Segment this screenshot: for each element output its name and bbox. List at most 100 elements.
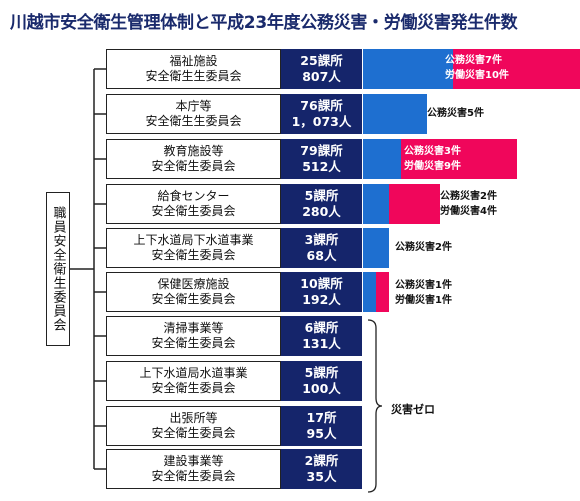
public-accident-bar xyxy=(363,184,389,224)
public-accident-label: 公務災害2件 xyxy=(440,191,497,202)
labor-accident-bar xyxy=(375,272,389,312)
incident-label: 公務災害2件 xyxy=(395,240,452,255)
public-accident-label: 公務災害5件 xyxy=(427,108,484,119)
committee-name: 保健医療施設 xyxy=(157,277,230,291)
zero-accident-bracket xyxy=(367,319,383,493)
committee-subtitle: 安全衛生委員会 xyxy=(151,381,236,395)
public-accident-label: 公務災害2件 xyxy=(395,242,452,253)
committee-office-count: 10課所 xyxy=(300,276,343,291)
committee-name: 清掃事業等 xyxy=(163,321,224,335)
committee-subtitle: 安全衛生委員会 xyxy=(151,292,236,306)
committee-subtitle: 安全衛生生委員会 xyxy=(145,114,242,128)
public-accident-label: 公務災害1件 xyxy=(395,280,452,291)
public-accident-bar xyxy=(363,139,402,179)
labor-accident-label: 労働災害10件 xyxy=(445,70,509,81)
public-accident-bar xyxy=(363,228,389,268)
committee-office-count: 6課所 xyxy=(304,320,339,335)
committee-subtitle: 安全衛生委員会 xyxy=(151,248,236,262)
committee-count-box: 79課所 512人 xyxy=(281,139,362,179)
committee-subtitle: 安全衛生委員会 xyxy=(151,204,236,218)
committee-office-count: 2課所 xyxy=(304,453,339,468)
committee-name-box: 福祉施設 安全衛生生委員会 xyxy=(106,49,281,89)
committee-count-box: 17所 95人 xyxy=(281,406,362,446)
incident-label: 公務災害5件 xyxy=(427,106,484,121)
labor-accident-bar xyxy=(452,49,580,89)
committee-office-count: 17所 xyxy=(306,410,337,425)
committee-row-school-lunch: 給食センター 安全衛生委員会 5課所 280人 xyxy=(106,184,362,224)
committee-row-waterworks: 上下水道局水道事業 安全衛生委員会 5課所 100人 xyxy=(106,361,362,401)
committee-name-box: 出張所等 安全衛生委員会 xyxy=(106,406,281,446)
committee-subtitle: 安全衛生委員会 xyxy=(151,159,236,173)
committee-count-box: 3課所 68人 xyxy=(281,228,362,268)
committee-office-count: 5課所 xyxy=(304,365,339,380)
committee-row-welfare: 福祉施設 安全衛生生委員会 25課所 807人 xyxy=(106,49,362,89)
labor-accident-label: 労働災害4件 xyxy=(440,206,497,217)
zero-accident-label: 災害ゼロ xyxy=(391,403,435,416)
committee-name-box: 本庁等 安全衛生生委員会 xyxy=(106,94,281,134)
public-accident-label: 公務災害7件 xyxy=(445,55,502,66)
labor-accident-label: 労働災害9件 xyxy=(404,161,461,172)
committee-name: 出張所等 xyxy=(169,411,218,425)
committee-subtitle: 安全衛生委員会 xyxy=(151,336,236,350)
committee-office-count: 3課所 xyxy=(304,232,339,247)
committee-office-count: 25課所 xyxy=(300,53,343,68)
committee-staff-count: 100人 xyxy=(302,381,341,396)
public-accident-label: 公務災害3件 xyxy=(404,146,461,157)
committee-name: 給食センター xyxy=(157,189,230,203)
committee-staff-count: 192人 xyxy=(302,292,341,307)
committee-staff-count: 68人 xyxy=(306,248,337,263)
committee-count-box: 25課所 807人 xyxy=(281,49,362,89)
committee-name: 上下水道局水道事業 xyxy=(139,366,248,380)
incident-label: 公務災害7件 労働災害10件 xyxy=(445,53,509,83)
committee-subtitle: 安全衛生委員会 xyxy=(151,426,236,440)
incident-label: 公務災害2件 労働災害4件 xyxy=(440,189,497,219)
labor-accident-bar xyxy=(388,184,440,224)
committee-row-education: 教育施設等 安全衛生委員会 79課所 512人 xyxy=(106,139,362,179)
committee-staff-count: 1，073人 xyxy=(291,114,352,129)
public-accident-bar xyxy=(363,94,427,134)
committee-count-box: 6課所 131人 xyxy=(281,316,362,356)
page-title: 川越市安全衛生管理体制と平成23年度公務災害・労働災害発生件数 xyxy=(10,13,518,33)
committee-count-box: 2課所 35人 xyxy=(281,449,362,489)
committee-name-box: 給食センター 安全衛生委員会 xyxy=(106,184,281,224)
committee-row-health-medical: 保健医療施設 安全衛生委員会 10課所 192人 xyxy=(106,272,362,312)
committee-office-count: 79課所 xyxy=(300,143,343,158)
committee-name-box: 保健医療施設 安全衛生委員会 xyxy=(106,272,281,312)
committee-staff-count: 131人 xyxy=(302,336,341,351)
committee-name-box: 清掃事業等 安全衛生委員会 xyxy=(106,316,281,356)
committee-name-box: 上下水道局下水道事業 安全衛生委員会 xyxy=(106,228,281,268)
committee-name-box: 建設事業等 安全衛生委員会 xyxy=(106,449,281,489)
committee-name: 本庁等 xyxy=(175,99,212,113)
committee-office-count: 5課所 xyxy=(304,188,339,203)
committee-name: 教育施設等 xyxy=(163,144,224,158)
public-accident-bar xyxy=(363,49,453,89)
committee-name: 建設事業等 xyxy=(163,454,224,468)
committee-name-box: 教育施設等 安全衛生委員会 xyxy=(106,139,281,179)
committee-row-sewerage: 上下水道局下水道事業 安全衛生委員会 3課所 68人 xyxy=(106,228,362,268)
public-accident-bar xyxy=(363,272,376,312)
committee-count-box: 10課所 192人 xyxy=(281,272,362,312)
committee-staff-count: 95人 xyxy=(306,426,337,441)
committee-name-box: 上下水道局水道事業 安全衛生委員会 xyxy=(106,361,281,401)
labor-accident-label: 労働災害1件 xyxy=(395,295,452,306)
committee-subtitle: 安全衛生委員会 xyxy=(151,469,236,483)
labor-accident-bar xyxy=(401,139,517,179)
committee-staff-count: 35人 xyxy=(306,469,337,484)
central-committee-label: 職員安全衛生委員会 xyxy=(50,206,66,332)
committee-staff-count: 280人 xyxy=(302,204,341,219)
committee-row-city-hall: 本庁等 安全衛生生委員会 76課所 1，073人 xyxy=(106,94,362,134)
committee-count-box: 5課所 280人 xyxy=(281,184,362,224)
committee-count-box: 5課所 100人 xyxy=(281,361,362,401)
committee-row-cleaning: 清掃事業等 安全衛生委員会 6課所 131人 xyxy=(106,316,362,356)
central-committee-box: 職員安全衛生委員会 xyxy=(46,192,70,346)
committee-staff-count: 512人 xyxy=(302,159,341,174)
committee-staff-count: 807人 xyxy=(302,69,341,84)
committee-office-count: 76課所 xyxy=(300,98,343,113)
incident-label: 公務災害1件 労働災害1件 xyxy=(395,278,452,308)
incident-label: 公務災害3件 労働災害9件 xyxy=(404,144,461,174)
committee-count-box: 76課所 1，073人 xyxy=(281,94,362,134)
committee-name: 福祉施設 xyxy=(169,54,218,68)
committee-name: 上下水道局下水道事業 xyxy=(133,233,254,247)
committee-row-construction: 建設事業等 安全衛生委員会 2課所 35人 xyxy=(106,449,362,489)
